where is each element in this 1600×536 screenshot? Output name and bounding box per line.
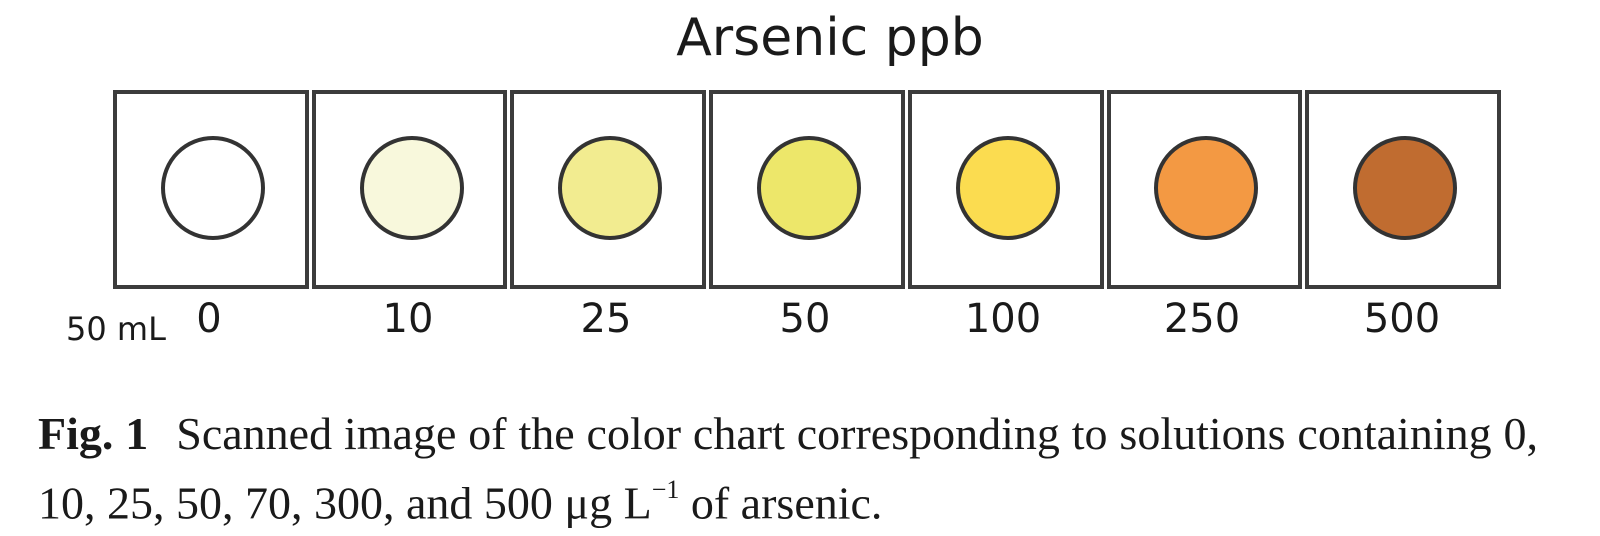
swatch-circle-10 <box>359 135 464 240</box>
swatch-box-250 <box>1106 90 1303 289</box>
swatch-circle-50 <box>757 135 862 240</box>
swatch-box-25 <box>510 90 707 289</box>
volume-label: 50 mL <box>66 310 166 348</box>
swatch-circle-0 <box>160 135 265 240</box>
unit-exponent: −1 <box>651 475 680 504</box>
concentration-label-250: 250 <box>1163 296 1241 342</box>
caption-text-end: of arsenic. <box>679 477 883 529</box>
chart-title: Arsenic ppb <box>676 8 984 68</box>
caption-label: Fig. 1 <box>38 408 149 459</box>
swatch-box-100 <box>907 90 1104 289</box>
swatch-circle-100 <box>955 135 1060 240</box>
swatch-box-500 <box>1305 90 1502 289</box>
swatch-circle-500 <box>1353 135 1458 240</box>
concentration-label-50: 50 <box>779 296 831 342</box>
swatch-box-10 <box>311 90 508 289</box>
swatch-circle-25 <box>558 135 663 240</box>
caption-unit-exponent: −1 <box>651 475 680 528</box>
swatch-box-0 <box>113 90 309 289</box>
color-swatch-row <box>113 90 1502 289</box>
figure-caption: Fig. 1 Scanned image of the color chart c… <box>38 404 1538 533</box>
caption-text: Scanned image of the color chart corresp… <box>38 408 1538 529</box>
concentration-label-0: 0 <box>196 296 222 342</box>
concentration-label-10: 10 <box>382 296 434 342</box>
concentration-label-100: 100 <box>964 296 1042 342</box>
concentration-label-500: 500 <box>1363 296 1441 342</box>
swatch-circle-250 <box>1154 135 1259 240</box>
swatch-box-50 <box>709 90 905 289</box>
concentration-label-25: 25 <box>580 296 632 342</box>
